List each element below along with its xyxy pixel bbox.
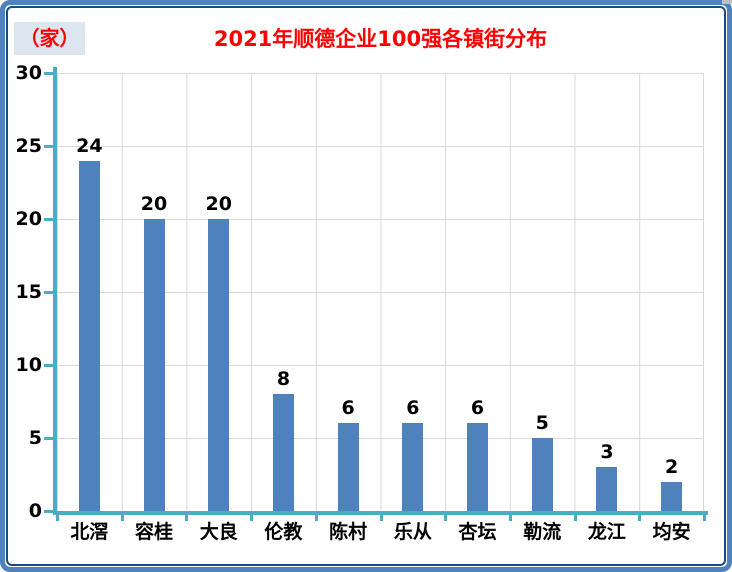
category-label-陈村: 陈村 xyxy=(329,521,368,543)
bar-龙江 xyxy=(596,467,618,511)
y-axis-label-0: 0 xyxy=(28,500,42,522)
data-label-大良: 20 xyxy=(205,193,232,215)
y-axis-tick-30 xyxy=(44,72,54,75)
category-label-乐从: 乐从 xyxy=(393,521,432,543)
y-axis-tick-10 xyxy=(44,364,54,367)
bar-乐从 xyxy=(402,423,424,511)
y-axis-label-10: 10 xyxy=(15,354,42,376)
data-label-龙江: 3 xyxy=(600,441,614,464)
data-label-勒流: 5 xyxy=(535,412,549,434)
y-axis-tick-5 xyxy=(44,437,54,440)
x-axis-tick-3 xyxy=(250,515,254,521)
bar-伦教 xyxy=(272,394,294,511)
x-axis-tick-8 xyxy=(573,515,577,521)
bar-容桂 xyxy=(143,219,165,511)
bar-北滘 xyxy=(78,160,100,511)
bar-陈村 xyxy=(337,423,359,511)
x-axis-tick-1 xyxy=(120,515,124,521)
category-label-北滘: 北滘 xyxy=(70,521,109,543)
x-axis-tick-7 xyxy=(508,515,512,521)
category-label-龙江: 龙江 xyxy=(587,521,626,543)
data-label-伦教: 8 xyxy=(276,368,291,391)
category-label-容桂: 容桂 xyxy=(135,521,174,543)
bar-大良 xyxy=(208,219,230,511)
data-label-杏坛: 6 xyxy=(470,397,485,420)
category-label-均安: 均安 xyxy=(652,521,691,543)
category-label-伦教: 伦教 xyxy=(264,521,303,543)
x-axis-tick-9 xyxy=(638,515,642,521)
data-label-均安: 2 xyxy=(665,455,679,478)
x-axis-tick-5 xyxy=(379,515,383,521)
bar-勒流 xyxy=(531,438,553,511)
y-axis-label-30: 30 xyxy=(15,62,42,84)
screen-corner-artifact xyxy=(722,0,732,4)
x-axis-tick-0 xyxy=(56,515,59,521)
data-label-容桂: 20 xyxy=(140,193,168,215)
category-label-大良: 大良 xyxy=(199,521,238,543)
y-axis-tick-0 xyxy=(44,510,54,513)
category-label-杏坛: 杏坛 xyxy=(458,521,497,543)
x-axis-tick-10 xyxy=(703,515,706,521)
y-axis-line xyxy=(53,67,57,515)
bar-杏坛 xyxy=(467,423,489,511)
data-label-陈村: 6 xyxy=(341,397,355,420)
x-axis-tick-6 xyxy=(444,515,448,521)
y-axis-label-25: 25 xyxy=(15,135,42,157)
y-axis-tick-20 xyxy=(44,218,54,221)
y-axis-label-15: 15 xyxy=(15,281,42,303)
y-axis-units-label: （家） xyxy=(14,22,85,55)
chart-title: 2021年顺德企业100强各镇街分布 xyxy=(213,27,548,51)
y-axis-tick-25 xyxy=(44,145,54,148)
plot-area: 24 20 20 8 6 6 6 5 3 2 xyxy=(57,73,704,511)
x-axis-tick-2 xyxy=(185,515,189,521)
y-axis-label-5: 5 xyxy=(28,427,42,449)
x-axis-tick-4 xyxy=(314,515,318,521)
y-axis-tick-15 xyxy=(44,291,54,294)
x-axis-line xyxy=(53,511,708,515)
category-label-勒流: 勒流 xyxy=(523,521,562,543)
bar-均安 xyxy=(661,481,683,511)
y-axis-label-20: 20 xyxy=(15,208,42,230)
data-label-北滘: 24 xyxy=(76,134,103,157)
data-label-乐从: 6 xyxy=(406,397,420,420)
